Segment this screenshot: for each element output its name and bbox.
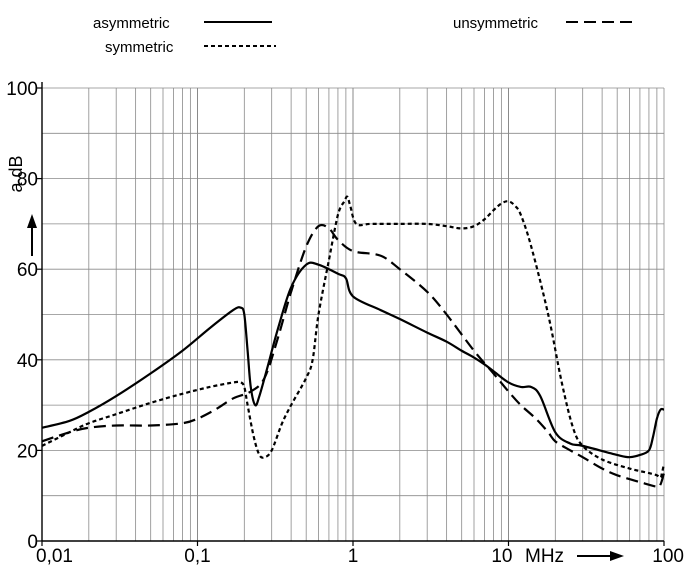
y-axis-label-group: a dB (6, 155, 37, 256)
y-axis-arrow-head (27, 214, 37, 228)
y-axis-ticks: 0 20 40 60 80 100 (6, 79, 42, 553)
series-lines (41, 195, 666, 488)
y-axis-label: a dB (6, 155, 26, 192)
y-tick-label: 20 (17, 441, 38, 462)
x-tick-label: 0,1 (184, 546, 210, 567)
legend-label-asymmetric: asymmetric (93, 15, 170, 32)
y-tick-label: 80 (17, 170, 38, 191)
y-tick-label: 60 (17, 260, 38, 281)
grid (41, 82, 665, 542)
x-tick-label: 1 (348, 546, 359, 567)
x-axis-ticks: 0,01 0,1 1 10 100 (36, 541, 684, 567)
legend-label-unsymmetric: unsymmetric (453, 15, 539, 32)
series-line-asymmetric (41, 261, 665, 459)
series-line-unsymmetric (41, 223, 666, 488)
x-axis-unit-label: MHz (525, 546, 564, 567)
y-tick-label: 0 (27, 532, 38, 553)
y-tick-label: 100 (6, 79, 38, 100)
x-tick-label: 0,01 (36, 546, 73, 567)
x-axis-unit-group: MHz (525, 546, 624, 567)
series-line-symmetric (41, 195, 666, 479)
legend-label-symmetric: symmetric (105, 39, 174, 56)
x-tick-label: 10 (491, 546, 512, 567)
x-axis-arrow-head (610, 551, 624, 561)
legend: asymmetric symmetric unsymmetric (93, 15, 634, 56)
x-tick-label: 100 (652, 546, 684, 567)
y-tick-label: 40 (17, 351, 38, 372)
